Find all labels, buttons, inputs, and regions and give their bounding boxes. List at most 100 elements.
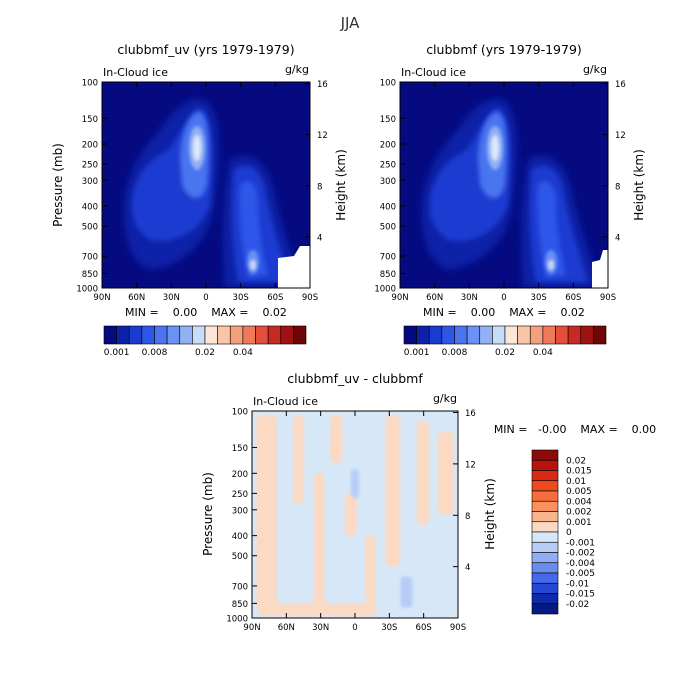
- colorbar-swatch: [529, 325, 544, 345]
- y-tick-label: 150: [232, 444, 248, 454]
- diff-region: [385, 415, 401, 567]
- panel-a-colorbar: 0.001 0.008 0.02 0.04: [103, 325, 307, 358]
- colorbar-swatch: [166, 325, 181, 345]
- panel-a-contour-8: [193, 135, 201, 161]
- colorbar-swatch: [531, 582, 559, 594]
- y-tick-label: 400: [232, 532, 248, 542]
- y-right-tick-label: 16: [465, 409, 476, 419]
- y-tick-label: 100: [82, 79, 98, 89]
- colorbar-label: 0.02: [495, 348, 515, 358]
- y-tick-label: 300: [82, 177, 98, 187]
- colorbar-label: 0.004: [566, 497, 592, 507]
- y-right-tick-label: 8: [465, 512, 470, 522]
- x-tick-label: 90S: [450, 623, 466, 633]
- colorbar-swatch: [531, 541, 559, 553]
- y-tick-label: 700: [380, 253, 396, 263]
- diff-region: [344, 493, 358, 536]
- y-tick-label: 100: [232, 408, 248, 418]
- colorbar-label: -0.015: [566, 590, 595, 600]
- x-tick-label: 0: [352, 623, 357, 633]
- y-tick-label: 500: [232, 552, 248, 562]
- colorbar-swatch: [531, 449, 559, 461]
- panel-a-contour-10: [250, 260, 256, 270]
- x-tick-label: 30N: [163, 293, 180, 303]
- y-right-tick-label: 12: [317, 131, 328, 141]
- panel-b-ylabel: Height (km): [632, 149, 646, 220]
- colorbar-swatch: [593, 325, 607, 345]
- colorbar-swatch: [531, 603, 559, 615]
- x-tick-label: 90N: [391, 293, 408, 303]
- x-tick-label: 60S: [416, 623, 432, 633]
- y-tick-label: 700: [82, 253, 98, 263]
- y-tick-label: 250: [232, 490, 248, 500]
- colorbar-label: 0.008: [142, 348, 168, 358]
- colorbar-swatch: [531, 521, 559, 533]
- colorbar-swatch: [217, 325, 231, 345]
- x-tick-label: 90N: [243, 623, 260, 633]
- colorbar-swatch: [416, 325, 430, 345]
- colorbar-swatch: [466, 325, 481, 345]
- y-right-tick-label: 4: [615, 233, 620, 243]
- panel-b-contour-8: [491, 135, 499, 161]
- colorbar-swatch: [403, 325, 417, 345]
- x-tick-label: 90N: [93, 293, 110, 303]
- diff-region: [365, 535, 376, 608]
- y-tick-label: 200: [232, 470, 248, 480]
- colorbar-swatch: [204, 325, 218, 345]
- colorbar-label: -0.004: [566, 559, 595, 569]
- y-right-tick-label: 8: [615, 182, 620, 192]
- colorbar-swatch: [531, 490, 559, 502]
- colorbar-swatch: [492, 325, 506, 345]
- panel-b-plot: [400, 82, 608, 288]
- colorbar-swatch: [255, 325, 269, 345]
- colorbar-label: -0.001: [566, 538, 595, 548]
- colorbar-swatch: [504, 325, 518, 345]
- colorbar-swatch: [531, 480, 559, 492]
- y-tick-label: 1000: [76, 285, 98, 295]
- y-tick-label: 850: [380, 270, 396, 280]
- colorbar-label: 0.001: [404, 348, 430, 358]
- x-tick-label: 30N: [461, 293, 478, 303]
- colorbar-label: 0.02: [195, 348, 215, 358]
- diff-region: [400, 576, 413, 608]
- x-tick-label: 0: [203, 293, 208, 303]
- x-tick-label: 60S: [565, 293, 581, 303]
- diff-region: [416, 421, 430, 525]
- x-tick-label: 0: [501, 293, 506, 303]
- y-tick-label: 400: [82, 203, 98, 213]
- panel-c-title: clubbmf_uv - clubbmf: [287, 371, 423, 386]
- diff-region: [350, 468, 360, 498]
- y-tick-label: 200: [380, 141, 396, 151]
- x-tick-label: 60N: [128, 293, 145, 303]
- panel-a-contour-6: [239, 181, 268, 278]
- colorbar-swatch: [531, 572, 559, 584]
- y-tick-label: 1000: [374, 285, 396, 295]
- panel-b-subtitle-left: In-Cloud ice: [401, 66, 466, 79]
- colorbar-label: 0.01: [566, 477, 586, 487]
- y-right-tick-label: 4: [317, 233, 322, 243]
- colorbar-swatch: [479, 325, 493, 345]
- colorbar-label: -0.01: [566, 579, 589, 589]
- y-right-tick-label: 12: [615, 131, 626, 141]
- colorbar-swatch: [531, 531, 559, 543]
- colorbar-swatch: [179, 325, 193, 345]
- y-right-tick-label: 4: [465, 563, 470, 573]
- panel-a-subtitle-left: In-Cloud ice: [103, 66, 168, 79]
- panel-a-plot: [102, 82, 310, 288]
- colorbar-swatch: [555, 325, 569, 345]
- panel-a: clubbmf_uv (yrs 1979-1979) In-Cloud ice …: [51, 42, 348, 358]
- colorbar-swatch: [229, 325, 244, 345]
- y-tick-label: 500: [380, 222, 396, 232]
- panel-a-missing: [278, 246, 310, 288]
- colorbar-label: 0.04: [533, 348, 553, 358]
- colorbar-swatch: [531, 593, 559, 605]
- y-tick-label: 1000: [226, 615, 248, 625]
- x-tick-label: 30S: [233, 293, 249, 303]
- colorbar-swatch: [293, 325, 307, 345]
- x-tick-label: 30S: [381, 623, 397, 633]
- colorbar-swatch: [531, 511, 559, 523]
